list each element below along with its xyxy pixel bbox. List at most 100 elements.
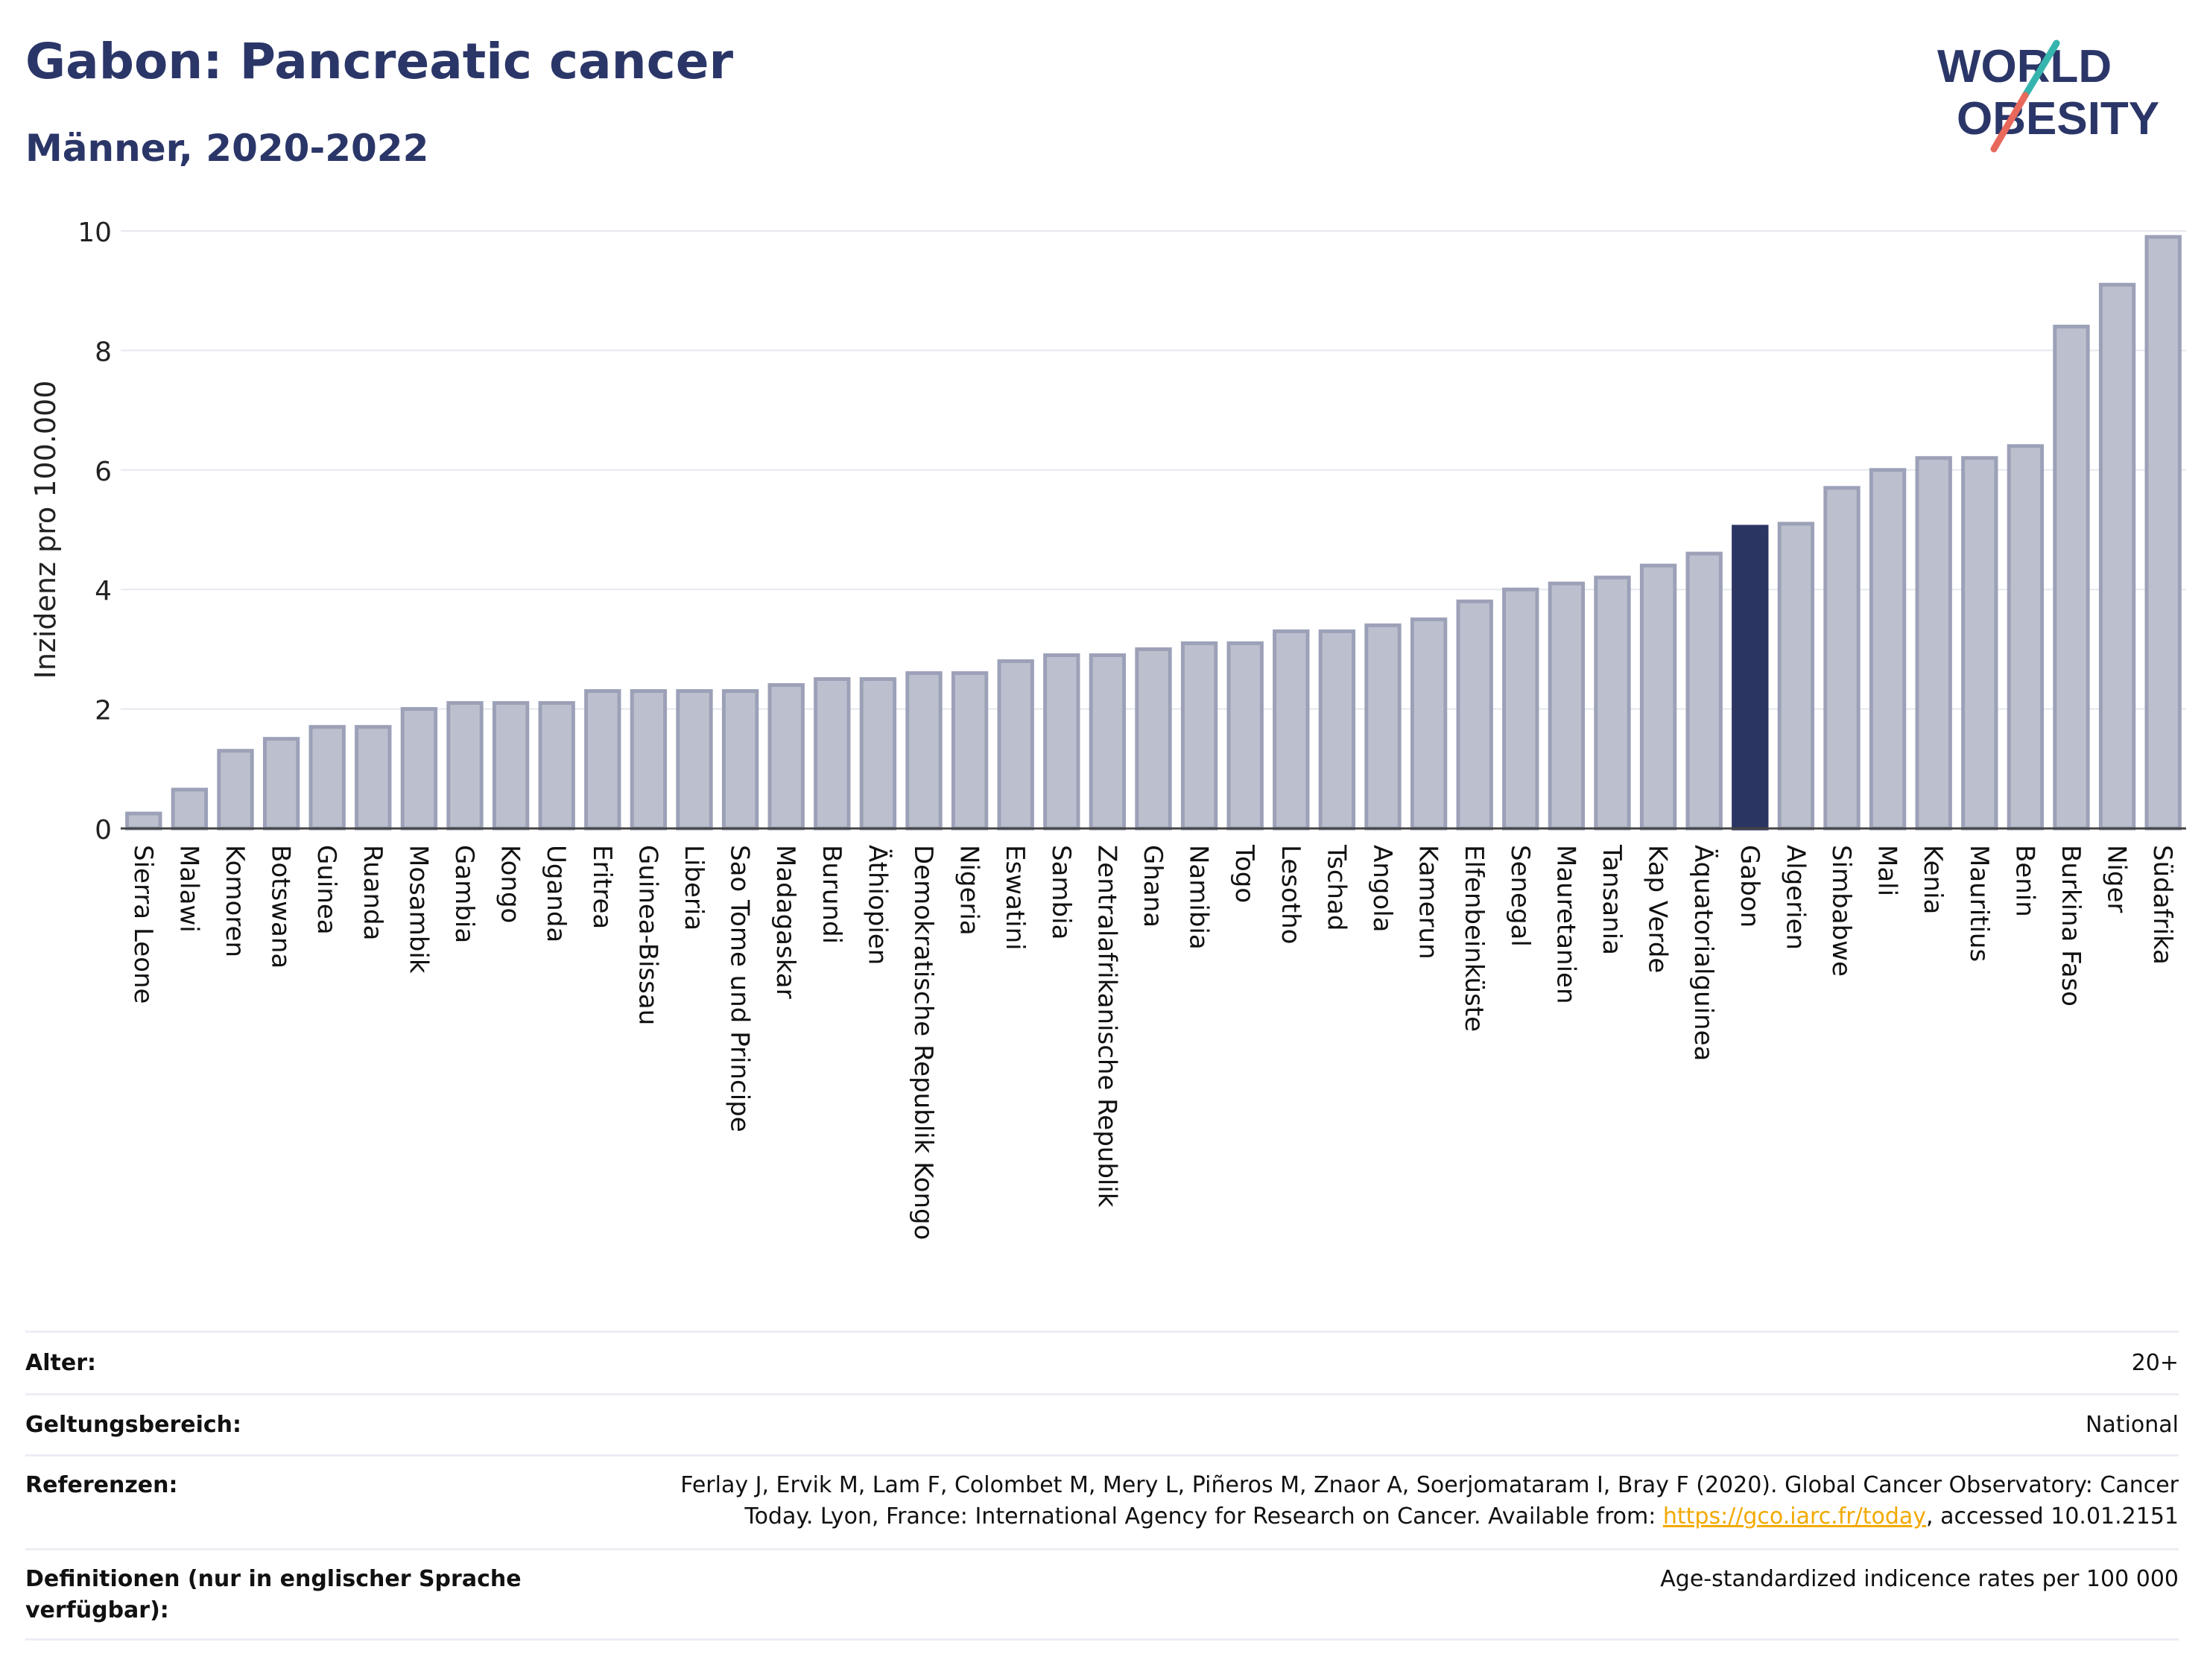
x-tick-label: Namibia bbox=[1184, 845, 1214, 950]
y-tick-label: 8 bbox=[95, 337, 112, 367]
bar bbox=[1135, 647, 1172, 831]
x-tick-label: Tschad bbox=[1321, 844, 1351, 931]
bar bbox=[676, 689, 713, 831]
x-tick-label: Togo bbox=[1229, 844, 1259, 903]
x-tick-label: Mali bbox=[1872, 845, 1902, 896]
x-tick-label: Malawi bbox=[174, 845, 203, 933]
x-tick-label: Demokratische Republik Kongo bbox=[908, 845, 938, 1240]
bar bbox=[1869, 468, 1907, 831]
bar bbox=[1456, 599, 1493, 831]
x-tick-label: Äquatorialguinea bbox=[1688, 845, 1718, 1061]
meta-row-references: Referenzen: Ferlay J, Ervik M, Lam F, Co… bbox=[25, 1454, 2179, 1548]
x-tick-label: Guinea-Bissau bbox=[633, 845, 662, 1025]
reference-text: Today. Lyon, France: International Agenc… bbox=[744, 1503, 1663, 1530]
bar bbox=[1915, 456, 1952, 831]
reference-link[interactable]: https://gco.iarc.fr/today bbox=[1662, 1503, 1927, 1530]
bar bbox=[1273, 629, 1310, 831]
x-tick-label: Sao Tome und Principe bbox=[725, 845, 755, 1132]
reference-line-2: Today. Lyon, France: International Agenc… bbox=[680, 1501, 2179, 1532]
page-subtitle: Männer, 2020-2022 bbox=[25, 127, 429, 170]
x-tick-label: Ghana bbox=[1138, 845, 1168, 928]
bar bbox=[1961, 456, 1998, 831]
x-tick-label: Äthiopien bbox=[862, 845, 892, 965]
bar bbox=[308, 725, 346, 831]
meta-value-definitions: Age-standardized indicence rates per 100… bbox=[1660, 1566, 2179, 1592]
x-tick-label: Sambia bbox=[1046, 845, 1076, 939]
meta-value-references: Ferlay J, Ervik M, Lam F, Colombet M, Me… bbox=[680, 1470, 2179, 1548]
y-tick-label: 6 bbox=[95, 457, 112, 487]
bar bbox=[2007, 444, 2045, 831]
meta-value-scope: National bbox=[2085, 1411, 2179, 1438]
x-tick-label: Burkina Faso bbox=[2056, 845, 2086, 1007]
bar bbox=[1089, 653, 1127, 831]
metadata-table: Alter: 20+ Geltungsbereich: National Ref… bbox=[25, 1331, 2179, 1641]
logo-slash-teal bbox=[2021, 39, 2060, 99]
x-tick-label: Kap Verde bbox=[1643, 845, 1673, 973]
meta-value-age: 20+ bbox=[2131, 1349, 2179, 1376]
bar bbox=[767, 683, 805, 831]
x-tick-label: Nigeria bbox=[954, 845, 984, 936]
meta-key-references: Referenzen: bbox=[25, 1472, 178, 1498]
x-tick-label: Kongo bbox=[495, 845, 525, 923]
x-tick-label: Niger bbox=[2102, 845, 2132, 913]
bar bbox=[217, 749, 254, 831]
bar-highlight bbox=[1732, 524, 1769, 831]
bar bbox=[814, 677, 851, 831]
logo-slash-coral bbox=[1990, 92, 2029, 153]
bar bbox=[446, 701, 484, 831]
x-tick-label: Tansania bbox=[1597, 844, 1627, 955]
bar bbox=[2144, 235, 2182, 831]
bar bbox=[951, 671, 989, 831]
x-tick-label: Liberia bbox=[679, 845, 709, 931]
x-tick-label: Sierra Leone bbox=[128, 845, 158, 1004]
world-obesity-logo: WORLD OBESITY bbox=[1937, 39, 2159, 153]
meta-key-definitions: Definitionen (nur in englischer Sprache … bbox=[25, 1566, 522, 1623]
x-tick-label: Kenia bbox=[1918, 845, 1948, 914]
bar bbox=[905, 671, 943, 831]
bar bbox=[859, 677, 897, 831]
bar bbox=[171, 787, 209, 831]
bar-chart: 0 2 4 6 8 10 Inzidenz pro 100.000 Sierra Leone M… bbox=[29, 218, 2186, 1240]
bar bbox=[997, 659, 1034, 831]
bar bbox=[125, 811, 162, 831]
x-tick-label: Algerien bbox=[1780, 845, 1810, 950]
bar bbox=[1823, 486, 1861, 831]
x-tick-label: Lesotho bbox=[1276, 845, 1305, 944]
x-tick-label: Madagaskar bbox=[770, 845, 800, 999]
reference-accessed: , accessed 10.01.2151 bbox=[1926, 1503, 2179, 1530]
x-tick-label: Benin bbox=[2010, 845, 2039, 917]
bar bbox=[355, 725, 392, 831]
y-axis-label: Inzidenz pro 100.000 bbox=[29, 381, 62, 679]
bar bbox=[1043, 653, 1080, 831]
x-tick-label: Komoren bbox=[220, 845, 250, 957]
y-tick-label: 0 bbox=[95, 815, 112, 846]
meta-row-scope: Geltungsbereich: National bbox=[25, 1393, 2179, 1454]
bar bbox=[584, 689, 621, 831]
x-tick-label: Uganda bbox=[541, 845, 571, 942]
bar bbox=[2053, 324, 2090, 831]
bar bbox=[1639, 563, 1677, 831]
x-tick-label: Angola bbox=[1367, 845, 1397, 932]
bar bbox=[1502, 587, 1539, 831]
bar bbox=[1777, 522, 1815, 831]
y-tick-label: 10 bbox=[77, 218, 112, 248]
x-tick-label: Elfenbeinküste bbox=[1459, 845, 1489, 1032]
x-tick-label: Senegal bbox=[1505, 845, 1535, 947]
bar bbox=[1364, 623, 1402, 831]
bar bbox=[1318, 629, 1356, 831]
x-tick-label: Gabon bbox=[1735, 845, 1764, 928]
meta-key-age: Alter: bbox=[25, 1349, 96, 1376]
bar bbox=[538, 701, 575, 831]
meta-row-age: Alter: 20+ bbox=[25, 1331, 2179, 1393]
logo-text-obesity: OBESITY bbox=[1957, 93, 2159, 145]
y-tick-label: 4 bbox=[95, 576, 112, 606]
bar bbox=[1410, 617, 1448, 831]
x-tick-label: Mauretanien bbox=[1551, 845, 1580, 1004]
bar bbox=[1548, 581, 1586, 831]
x-tick-label: Botswana bbox=[266, 845, 296, 969]
x-tick-label: Ruanda bbox=[358, 845, 387, 940]
bar bbox=[1594, 575, 1631, 831]
x-tick-label: Eswatini bbox=[1000, 845, 1030, 951]
x-tick-label: Zentralafrikanische Republik bbox=[1092, 845, 1121, 1208]
bar bbox=[1685, 551, 1723, 831]
